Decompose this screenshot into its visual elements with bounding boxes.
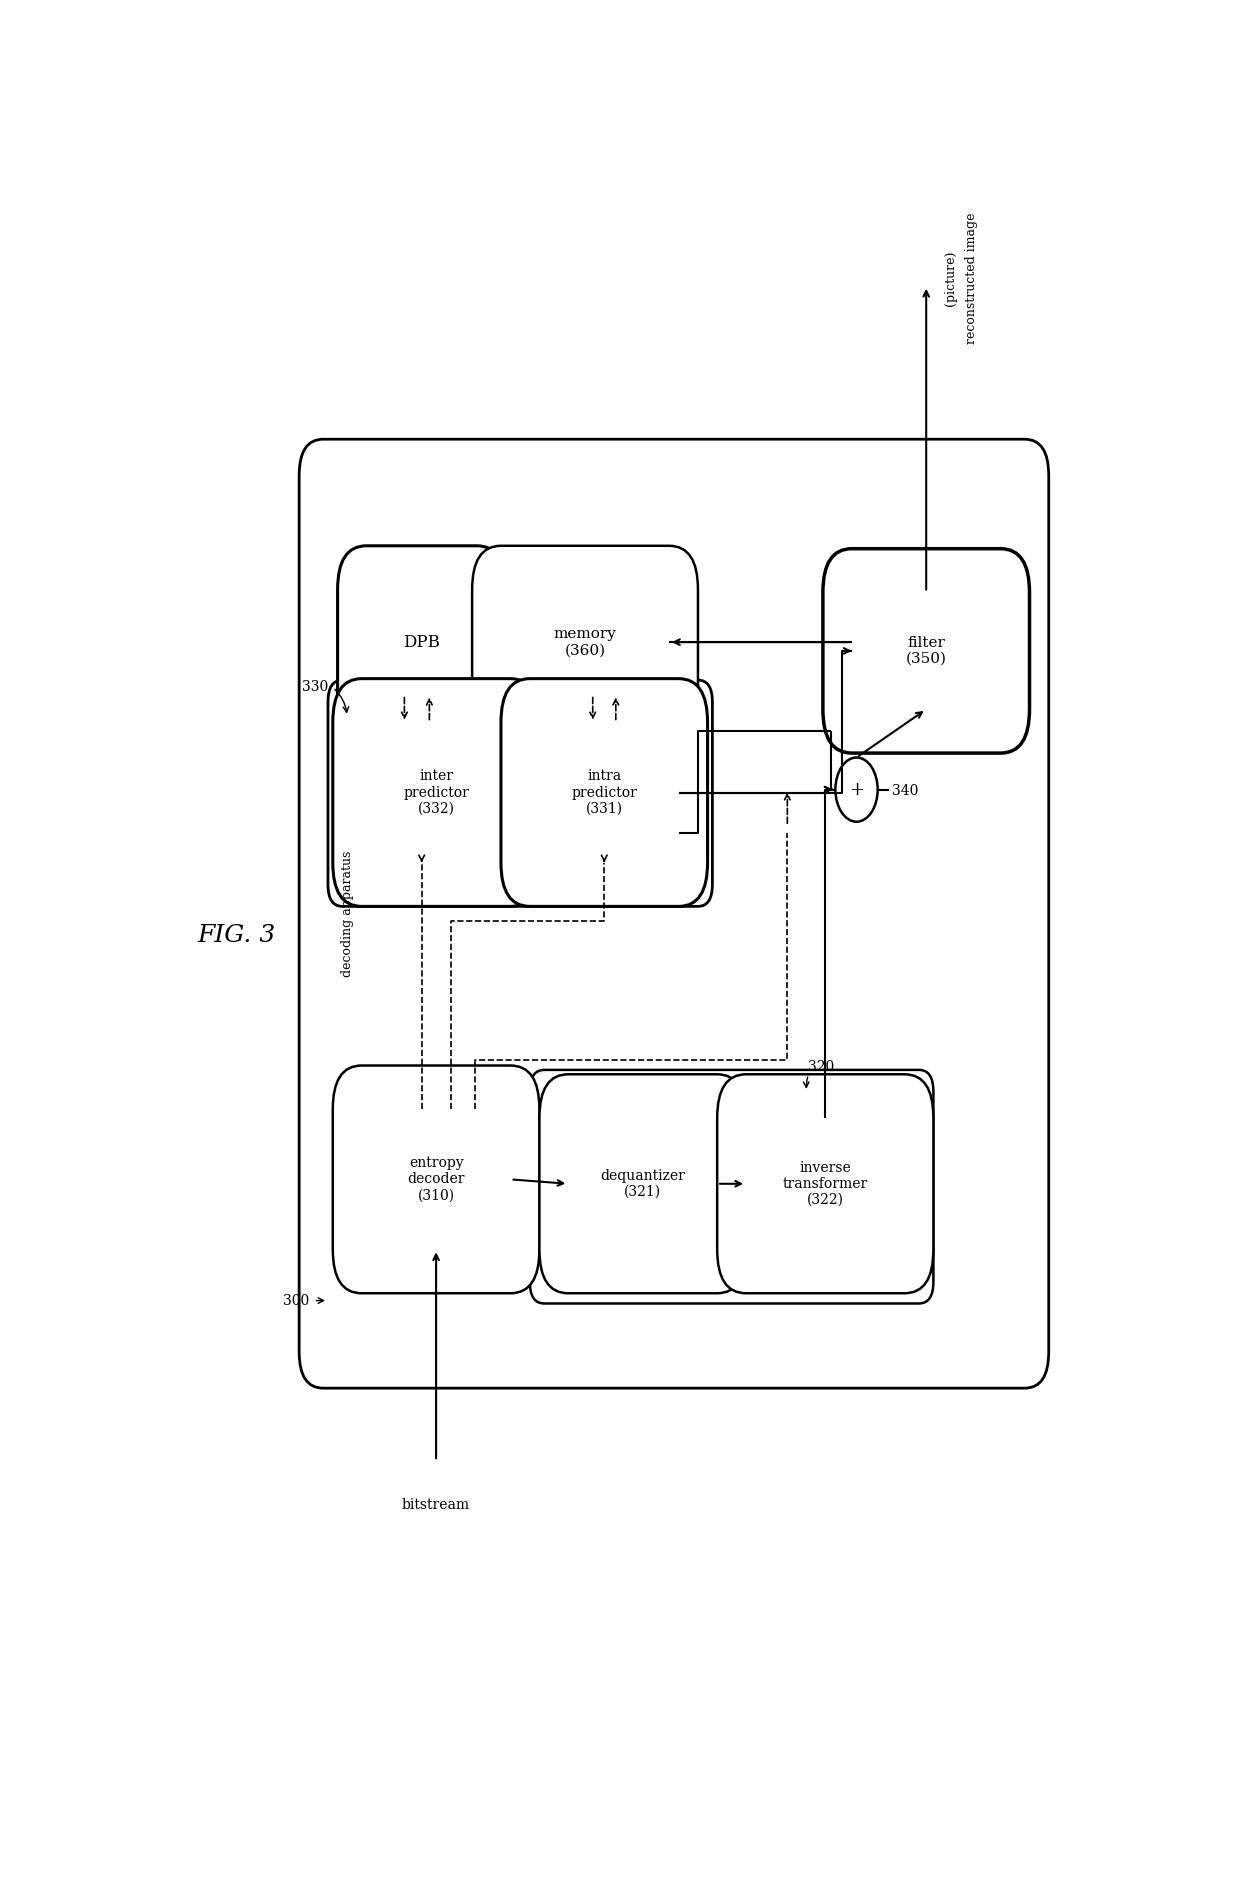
FancyBboxPatch shape <box>501 679 708 906</box>
Text: FIG. 3: FIG. 3 <box>197 923 275 948</box>
Text: inter
predictor
(332): inter predictor (332) <box>403 770 469 815</box>
Text: entropy
decoder
(310): entropy decoder (310) <box>408 1157 465 1202</box>
FancyBboxPatch shape <box>823 548 1029 753</box>
FancyBboxPatch shape <box>529 1069 934 1303</box>
FancyBboxPatch shape <box>332 679 539 906</box>
Text: 340: 340 <box>892 785 919 798</box>
FancyBboxPatch shape <box>539 1075 746 1293</box>
FancyBboxPatch shape <box>717 1075 934 1293</box>
Text: (picture): (picture) <box>944 250 956 307</box>
Text: 330: 330 <box>301 681 327 694</box>
FancyBboxPatch shape <box>327 681 713 906</box>
FancyBboxPatch shape <box>472 546 698 739</box>
Text: +: + <box>849 781 864 798</box>
FancyBboxPatch shape <box>337 546 506 739</box>
Text: dequantizer
(321): dequantizer (321) <box>600 1168 686 1198</box>
Text: decoding apparatus: decoding apparatus <box>341 851 353 976</box>
Text: inverse
transformer
(322): inverse transformer (322) <box>782 1160 868 1208</box>
Text: filter
(350): filter (350) <box>905 635 946 665</box>
Text: DPB: DPB <box>403 633 440 650</box>
Text: memory
(360): memory (360) <box>553 628 616 658</box>
Text: 300: 300 <box>283 1293 309 1308</box>
Text: reconstructed image: reconstructed image <box>965 212 977 345</box>
FancyBboxPatch shape <box>332 1066 539 1293</box>
Text: 320: 320 <box>808 1060 835 1075</box>
FancyBboxPatch shape <box>299 440 1049 1388</box>
Text: intra
predictor
(331): intra predictor (331) <box>572 770 637 815</box>
Text: bitstream: bitstream <box>402 1498 470 1511</box>
